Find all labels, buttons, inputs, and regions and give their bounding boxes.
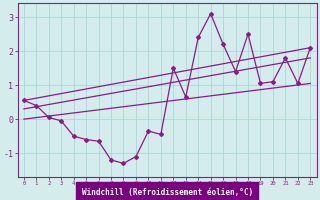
X-axis label: Windchill (Refroidissement éolien,°C): Windchill (Refroidissement éolien,°C) xyxy=(82,188,253,197)
